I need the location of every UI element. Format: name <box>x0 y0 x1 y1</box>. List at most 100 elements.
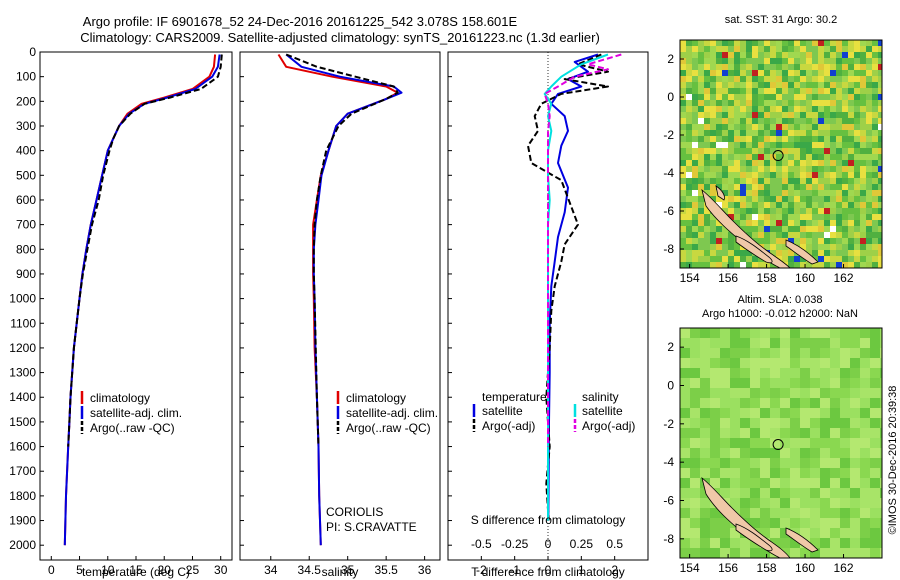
map-cell <box>752 196 758 202</box>
map-cell <box>860 46 866 52</box>
map-cell <box>790 348 800 358</box>
map-cell <box>872 262 878 268</box>
map-cell <box>860 548 870 558</box>
map-cell <box>770 368 780 378</box>
map-cell <box>788 82 794 88</box>
map-cell <box>764 52 770 58</box>
map-cell <box>788 58 794 64</box>
map-cell <box>820 448 830 458</box>
map-cell <box>854 52 860 58</box>
map-cell <box>818 142 824 148</box>
map-cell <box>770 64 776 70</box>
difference-series <box>527 53 622 521</box>
map-cell <box>740 46 746 52</box>
map-cell <box>782 196 788 202</box>
map-cell <box>692 232 698 238</box>
map-cell <box>878 70 882 76</box>
map-cell <box>830 244 836 250</box>
map-cell <box>854 130 860 136</box>
map-cell <box>850 478 860 488</box>
map-cell <box>770 358 780 368</box>
map-cell <box>770 438 780 448</box>
map-cell <box>860 528 870 538</box>
map-cell <box>860 388 870 398</box>
map-cell <box>818 220 824 226</box>
map-cell <box>830 58 836 64</box>
map-cell <box>752 256 758 262</box>
map-cell <box>848 196 854 202</box>
map-cell <box>690 358 700 368</box>
map-cell <box>800 214 806 220</box>
map-cell <box>824 106 830 112</box>
map-cell <box>866 166 872 172</box>
map-cell <box>690 338 700 348</box>
map-cell <box>692 166 698 172</box>
map-cell <box>776 226 782 232</box>
map-cell <box>860 418 870 428</box>
map-cell <box>782 214 788 220</box>
map-cell <box>780 348 790 358</box>
temperature-xlabel: temperature (deg C) <box>82 565 190 579</box>
map-cell <box>788 106 794 112</box>
map-cell <box>870 498 880 508</box>
map-cell <box>710 478 720 488</box>
map-cell <box>842 82 848 88</box>
map-cell <box>690 428 700 438</box>
map-cell <box>830 208 836 214</box>
map-cell <box>734 148 740 154</box>
map-cell <box>740 348 750 358</box>
map-cell <box>710 398 720 408</box>
map-cell <box>764 136 770 142</box>
map-cell <box>830 378 840 388</box>
map-cell <box>850 498 860 508</box>
map-cell <box>716 154 722 160</box>
map-cell <box>860 398 870 408</box>
map-cell <box>806 196 812 202</box>
map-cell <box>836 112 842 118</box>
map-cell <box>728 214 734 220</box>
map-cell <box>698 46 704 52</box>
sla-map <box>680 328 882 558</box>
map-cell <box>716 172 722 178</box>
map-cell <box>794 214 800 220</box>
map-cell <box>872 202 878 208</box>
map-cell <box>866 244 872 250</box>
map-cell <box>878 226 882 232</box>
map-cell <box>840 418 850 428</box>
map-cell <box>782 100 788 106</box>
map-cell <box>692 70 698 76</box>
map-cell <box>680 428 690 438</box>
map-cell <box>700 428 710 438</box>
map-cell <box>746 100 752 106</box>
map-cell <box>764 238 770 244</box>
map-cell <box>746 88 752 94</box>
map-cell <box>824 232 830 238</box>
map-cell <box>722 142 728 148</box>
map-cell <box>710 166 716 172</box>
map-cell <box>690 408 700 418</box>
map-cell <box>788 46 794 52</box>
map-cell <box>758 136 764 142</box>
map-cell <box>680 262 686 268</box>
map-cell <box>848 88 854 94</box>
map-cell <box>824 130 830 136</box>
map-cell <box>692 256 698 262</box>
map-cell <box>788 100 794 106</box>
map-cell <box>700 458 710 468</box>
map-cell <box>722 70 728 76</box>
map-cell <box>720 358 730 368</box>
map-cell <box>812 220 818 226</box>
map-cell <box>866 256 872 262</box>
map-cell <box>728 256 734 262</box>
map-cell <box>850 458 860 468</box>
map-cell <box>716 160 722 166</box>
map-cell <box>770 130 776 136</box>
map-cell <box>730 458 740 468</box>
map-cell <box>812 46 818 52</box>
map-cell <box>728 124 734 130</box>
map-cell <box>812 262 818 268</box>
map-cell <box>818 238 824 244</box>
map-cell <box>800 348 810 358</box>
map-cell <box>836 106 842 112</box>
map-cell <box>878 76 882 82</box>
